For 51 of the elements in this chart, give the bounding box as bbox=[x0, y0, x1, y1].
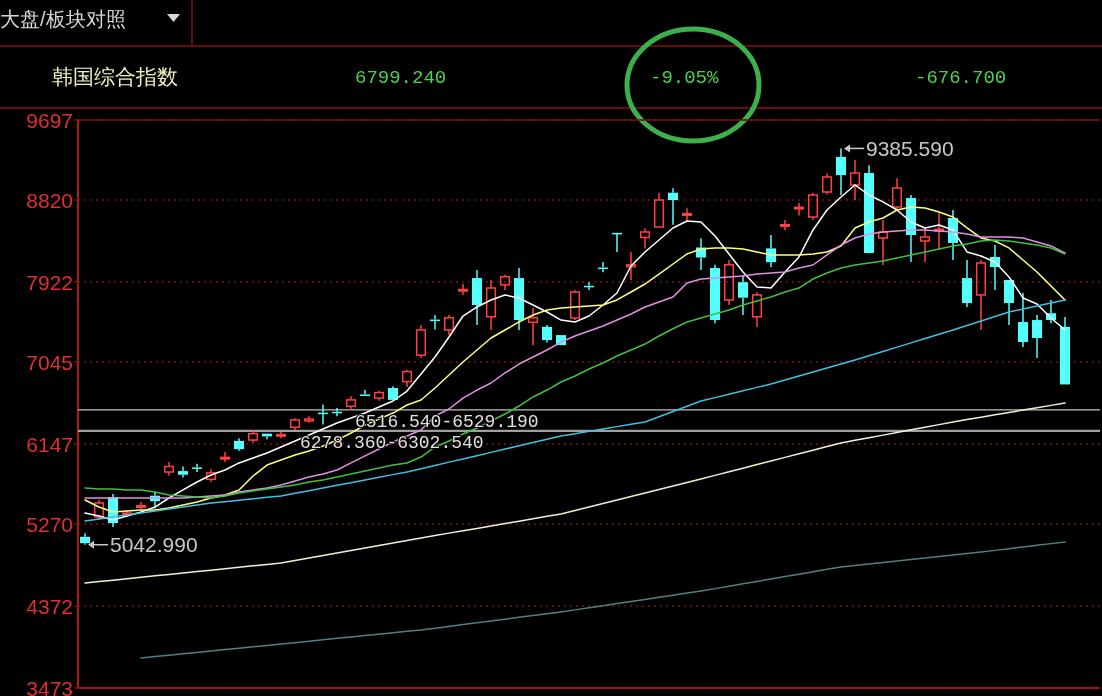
candlestick bbox=[163, 461, 175, 477]
candlestick bbox=[247, 430, 259, 444]
candlestick bbox=[191, 463, 203, 473]
text: -676.700 bbox=[915, 67, 1007, 89]
candlestick bbox=[205, 468, 217, 483]
candlestick bbox=[471, 269, 483, 326]
y-tick-label: 6147 bbox=[26, 432, 73, 456]
y-tick-label: 3473 bbox=[26, 676, 73, 696]
candlestick bbox=[639, 227, 651, 250]
candlestick bbox=[793, 202, 805, 217]
candlestick bbox=[345, 395, 357, 411]
candlestick bbox=[737, 274, 749, 316]
candlestick bbox=[527, 306, 539, 346]
candlestick bbox=[513, 267, 525, 331]
line-series bbox=[84, 402, 1066, 584]
candlestick bbox=[1059, 316, 1071, 385]
y-tick-label: 7045 bbox=[26, 350, 73, 374]
candlestick bbox=[961, 259, 973, 308]
text: 大盘/板块对照 bbox=[0, 8, 126, 30]
y-tick-label: 7922 bbox=[26, 270, 73, 294]
candlestick bbox=[933, 211, 945, 251]
annotation: 9385.590 bbox=[866, 136, 954, 160]
candlestick bbox=[541, 324, 553, 344]
y-tick-label: 9697 bbox=[26, 108, 73, 132]
candlestick bbox=[177, 465, 189, 479]
candlestick bbox=[443, 314, 455, 336]
candlestick bbox=[1003, 279, 1015, 326]
line-series bbox=[84, 299, 1066, 522]
candlestick bbox=[415, 324, 427, 359]
candlestick bbox=[849, 159, 861, 201]
candlestick bbox=[1031, 314, 1043, 359]
candlestick bbox=[485, 279, 497, 331]
candlestick bbox=[667, 187, 679, 226]
candlestick bbox=[359, 389, 371, 396]
chart-title: 韩国综合指数 bbox=[52, 65, 178, 88]
candlestick bbox=[233, 437, 245, 452]
candlestick bbox=[625, 251, 637, 281]
annotation: 5042.990 bbox=[110, 533, 198, 557]
candlestick bbox=[1017, 292, 1029, 348]
candlestick bbox=[877, 219, 889, 266]
candlestick bbox=[723, 259, 735, 306]
y-tick-label: 8820 bbox=[26, 188, 73, 212]
y-tick-label: 5270 bbox=[26, 512, 73, 536]
candlestick bbox=[709, 264, 721, 324]
y-tick-label: 4372 bbox=[26, 594, 73, 618]
candlestick bbox=[863, 164, 875, 253]
candlestick bbox=[387, 385, 399, 400]
text: -9.05% bbox=[650, 67, 720, 89]
candlestick bbox=[653, 191, 665, 228]
candlestick bbox=[751, 291, 763, 328]
text: 6799.240 bbox=[355, 67, 447, 89]
